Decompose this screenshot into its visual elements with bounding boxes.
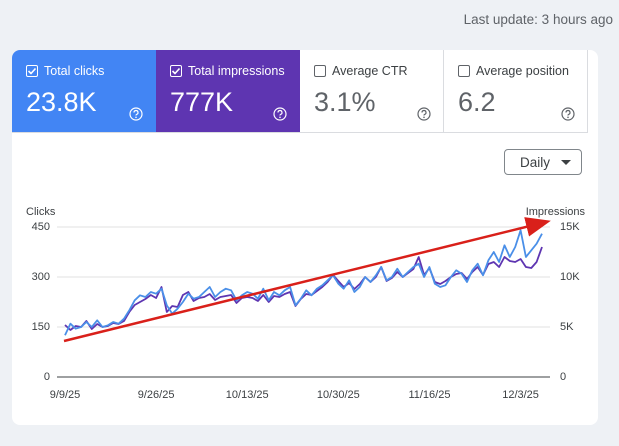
metric-label: Total clicks bbox=[44, 64, 105, 78]
metric-tile[interactable]: Total impressions 777K bbox=[156, 50, 300, 133]
y-tick-label: 150 bbox=[32, 321, 50, 333]
metric-value: 3.1% bbox=[314, 87, 376, 117]
x-tick-label: 10/13/25 bbox=[226, 389, 269, 401]
x-tick-label: 11/16/25 bbox=[408, 389, 450, 401]
metric-value: 23.8K bbox=[26, 87, 97, 117]
checkbox[interactable] bbox=[458, 65, 470, 77]
series-line bbox=[64, 246, 543, 331]
series-line bbox=[64, 229, 543, 336]
dropdown-caret bbox=[561, 160, 571, 165]
x-tick-label: 12/3/25 bbox=[502, 389, 539, 401]
trend-arrow bbox=[63, 217, 551, 343]
help-icon[interactable] bbox=[273, 107, 287, 121]
dropdown-label: Daily bbox=[520, 155, 551, 170]
help-icon[interactable] bbox=[129, 107, 143, 121]
metric-label: Average position bbox=[476, 64, 569, 78]
y-tick-label: 300 bbox=[32, 271, 50, 283]
y-axis-title: Clicks bbox=[26, 206, 56, 218]
help-icon[interactable] bbox=[561, 107, 575, 121]
checkbox[interactable] bbox=[314, 65, 326, 77]
help-icon[interactable] bbox=[417, 107, 431, 121]
metric-tile[interactable]: Average position 6.2 bbox=[444, 50, 588, 133]
y2-tick-label: 10K bbox=[560, 271, 580, 283]
metric-label: Total impressions bbox=[188, 64, 285, 78]
last-update: Last update: 3 hours ago bbox=[463, 12, 613, 27]
y2-axis-title: Impressions bbox=[526, 206, 586, 218]
x-tick-label: 9/9/25 bbox=[50, 389, 81, 401]
metric-tile[interactable]: Total clicks 23.8K bbox=[12, 50, 156, 133]
x-tick-label: 9/26/25 bbox=[138, 389, 175, 401]
y-tick-label: 0 bbox=[44, 371, 50, 383]
metric-tile[interactable]: Average CTR 3.1% bbox=[300, 50, 444, 133]
metric-value: 6.2 bbox=[458, 87, 496, 117]
y2-tick-label: 15K bbox=[560, 221, 580, 233]
metric-label: Average CTR bbox=[332, 64, 408, 78]
y2-tick-label: 5K bbox=[560, 321, 574, 333]
y-tick-label: 450 bbox=[32, 221, 50, 233]
checkbox[interactable] bbox=[26, 65, 38, 77]
granularity-dropdown[interactable]: Daily bbox=[504, 149, 582, 175]
y2-tick-label: 0 bbox=[560, 371, 566, 383]
metric-value: 777K bbox=[170, 87, 234, 117]
x-tick-label: 10/30/25 bbox=[317, 389, 360, 401]
checkbox[interactable] bbox=[170, 65, 182, 77]
